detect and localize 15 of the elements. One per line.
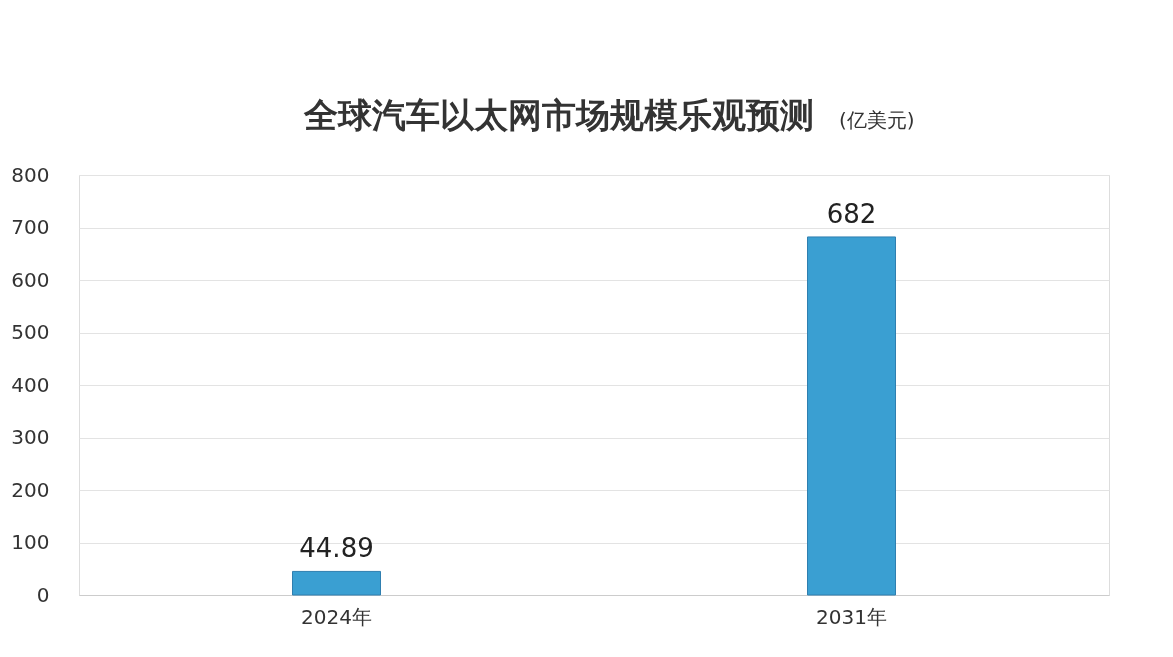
- y-tick-label: 300: [11, 425, 50, 449]
- data-label: 44.89: [299, 533, 374, 564]
- y-tick-label: 600: [11, 267, 50, 292]
- y-tick-label: 700: [11, 215, 50, 239]
- y-tick-label: 800: [11, 162, 50, 187]
- x-tick-label: 2031年: [816, 604, 887, 629]
- y-tick-label: 200: [11, 477, 50, 502]
- y-tick-label: 100: [11, 530, 50, 554]
- chart-subtitle: (亿美元): [839, 108, 915, 132]
- x-tick-label: 2024年: [301, 604, 372, 629]
- y-tick-label: 500: [11, 320, 50, 344]
- data-label: 682: [826, 198, 877, 229]
- chart-title: 全球汽车以太网市场规模乐观预测: [303, 95, 814, 135]
- y-tick-label: 400: [11, 372, 50, 397]
- y-tick-label: 0: [36, 582, 50, 607]
